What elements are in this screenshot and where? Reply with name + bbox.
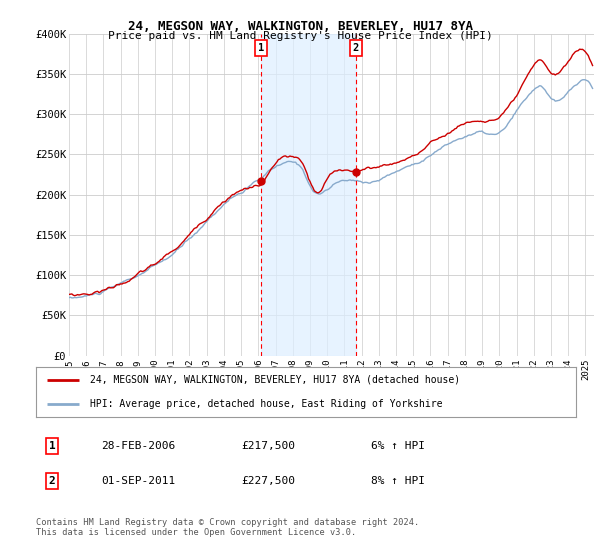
Text: Price paid vs. HM Land Registry's House Price Index (HPI): Price paid vs. HM Land Registry's House … [107, 31, 493, 41]
Text: £217,500: £217,500 [241, 441, 295, 451]
Text: 24, MEGSON WAY, WALKINGTON, BEVERLEY, HU17 8YA (detached house): 24, MEGSON WAY, WALKINGTON, BEVERLEY, HU… [90, 375, 460, 385]
Bar [261, 34, 356, 356]
Text: 1: 1 [258, 43, 264, 53]
Text: 28-FEB-2006: 28-FEB-2006 [101, 441, 175, 451]
Text: 24, MEGSON WAY, WALKINGTON, BEVERLEY, HU17 8YA: 24, MEGSON WAY, WALKINGTON, BEVERLEY, HU… [128, 20, 473, 32]
Text: 6% ↑ HPI: 6% ↑ HPI [371, 441, 425, 451]
Text: £227,500: £227,500 [241, 476, 295, 486]
Text: 1: 1 [49, 441, 56, 451]
Text: 2: 2 [353, 43, 359, 53]
Text: 2: 2 [49, 476, 56, 486]
Text: HPI: Average price, detached house, East Riding of Yorkshire: HPI: Average price, detached house, East… [90, 399, 443, 409]
Text: 01-SEP-2011: 01-SEP-2011 [101, 476, 175, 486]
Text: Contains HM Land Registry data © Crown copyright and database right 2024.
This d: Contains HM Land Registry data © Crown c… [36, 518, 419, 538]
Text: 8% ↑ HPI: 8% ↑ HPI [371, 476, 425, 486]
